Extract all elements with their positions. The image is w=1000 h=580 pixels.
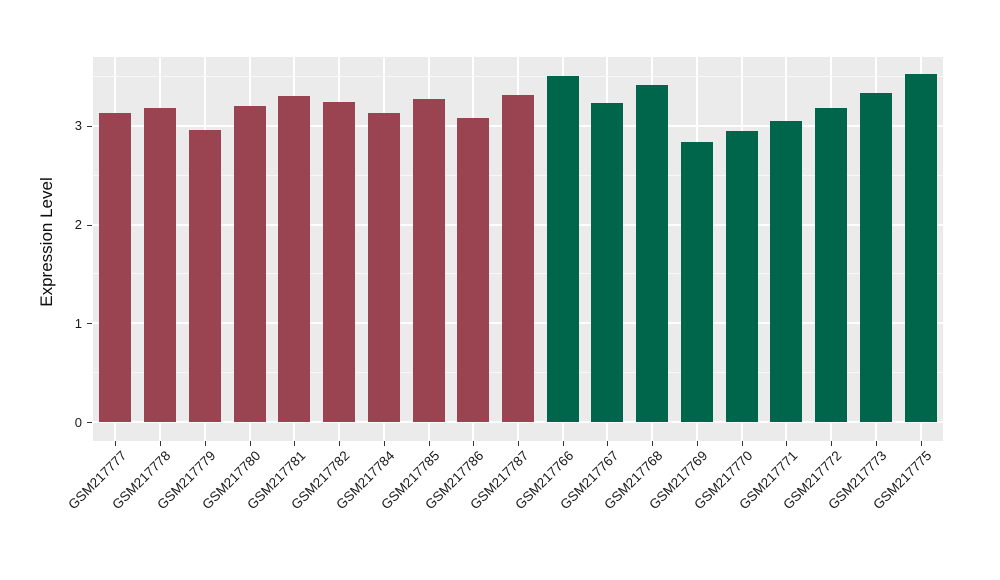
x-axis-tick [473, 441, 475, 446]
bar-GSM217780 [233, 106, 266, 422]
x-axis-tick [339, 441, 341, 446]
x-axis-tick [875, 441, 877, 446]
x-axis-tick [518, 441, 519, 446]
bar-GSM217767 [591, 103, 624, 422]
x-axis-tick [741, 441, 743, 446]
bar-GSM217785 [412, 99, 445, 422]
y-tick-label: 0 [74, 414, 82, 430]
y-axis-title: Expression Level [37, 177, 56, 307]
bar-GSM217784 [367, 113, 400, 422]
x-axis-tick [652, 441, 654, 446]
y-axis-tick [87, 323, 92, 325]
x-axis-tick [249, 441, 251, 446]
bar-GSM217769 [680, 141, 713, 422]
bar-GSM217766 [546, 75, 579, 422]
y-axis-tick [87, 422, 92, 423]
x-axis-tick [428, 441, 430, 446]
y-tick-label: 1 [74, 315, 82, 331]
x-axis-tick [607, 441, 609, 446]
x-axis-tick [920, 441, 922, 446]
x-axis-tick [383, 441, 385, 446]
bar-GSM217768 [636, 85, 669, 422]
bar-GSM217771 [770, 120, 803, 422]
bar-GSM217779 [188, 129, 221, 422]
x-axis-tick [562, 441, 564, 446]
y-tick-label: 2 [74, 217, 82, 233]
x-axis-tick [115, 441, 117, 446]
y-axis-tick [87, 125, 92, 127]
bar-GSM217775 [904, 73, 937, 422]
bar-GSM217787 [502, 95, 534, 422]
x-axis-tick [204, 441, 206, 446]
bar-GSM217782 [323, 102, 356, 422]
x-axis-tick [831, 441, 833, 446]
y-tick-label: 3 [74, 118, 82, 134]
bar-GSM217773 [859, 93, 892, 422]
x-axis-tick [160, 441, 162, 446]
bar-GSM217781 [278, 96, 311, 422]
x-axis-tick [786, 441, 788, 446]
x-axis-tick [294, 441, 296, 446]
y-axis-tick [87, 224, 92, 226]
x-axis-tick [696, 441, 698, 446]
bar-GSM217778 [144, 108, 177, 422]
plot-panel [93, 57, 943, 441]
bar-GSM217770 [725, 130, 758, 422]
bar-GSM217786 [457, 118, 490, 422]
bar-GSM217772 [815, 108, 848, 422]
bar-GSM217777 [99, 113, 132, 422]
